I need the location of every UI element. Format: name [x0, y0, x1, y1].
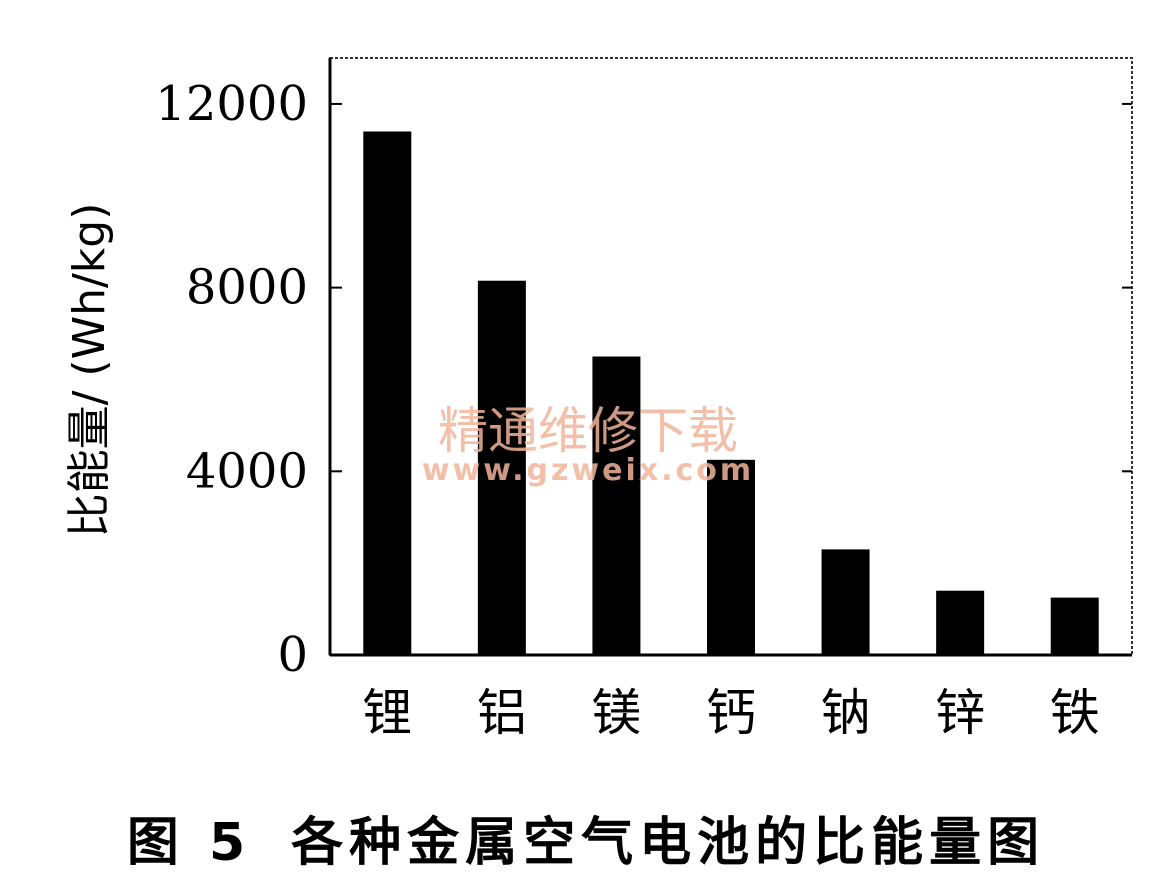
- bars: [363, 131, 1099, 655]
- y-tick-label: 12000: [155, 76, 308, 132]
- x-tick-label: 钠: [821, 684, 871, 742]
- y-axis-ticks: 0 4000 8000 12000: [155, 76, 1132, 683]
- y-tick-label: 4000: [186, 443, 308, 499]
- y-tick-label: 0: [277, 627, 308, 683]
- x-tick-label: 铝: [477, 684, 527, 742]
- y-tick-label: 8000: [186, 260, 308, 316]
- bar-6: [936, 590, 985, 655]
- bar-chart: 0 4000 8000 12000 锂 铝 镁 钙 钠 锌 铁 比能量/ (Wh/kg) 精通维修…: [64, 57, 1133, 742]
- figure-caption: 图 5 各种金属空气电池的比能量图: [0, 800, 1172, 875]
- watermark-url: www.gzweix.com: [422, 453, 754, 488]
- y-axis-title: 比能量/ (Wh/kg): [64, 203, 115, 538]
- x-tick-label: 铁: [1050, 684, 1100, 742]
- bar-5: [821, 549, 870, 655]
- x-tick-label: 钙: [706, 684, 756, 742]
- watermark-text: 精通维修下载: [438, 402, 738, 460]
- x-tick-label: 镁: [591, 684, 641, 742]
- figure-number: 图 5: [126, 813, 252, 873]
- bar-7: [1050, 597, 1099, 655]
- bar-3: [592, 356, 641, 655]
- x-tick-label: 锌: [935, 684, 985, 742]
- figure-title: 各种金属空气电池的比能量图: [291, 813, 1046, 873]
- x-tick-label: 锂: [362, 684, 412, 742]
- x-axis-labels: 锂铝镁钙钠锌铁: [362, 647, 1100, 742]
- bar-1: [363, 131, 412, 655]
- bar-2: [477, 280, 526, 655]
- bar-4: [707, 459, 755, 655]
